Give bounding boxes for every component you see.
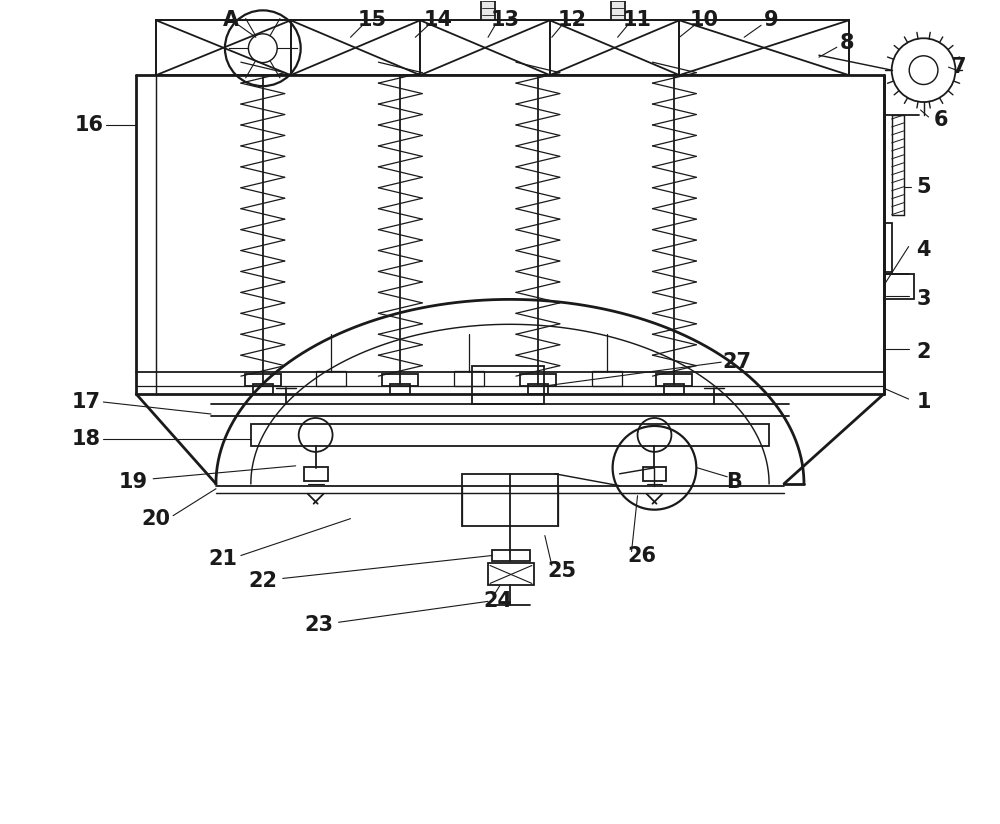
Text: 9: 9 xyxy=(764,11,778,30)
Text: 16: 16 xyxy=(75,115,104,135)
Text: 1: 1 xyxy=(916,392,931,412)
Text: 14: 14 xyxy=(424,11,453,30)
Bar xyxy=(462,474,558,526)
Bar xyxy=(316,371,346,386)
Text: 27: 27 xyxy=(723,352,752,372)
Text: 22: 22 xyxy=(248,571,277,592)
Bar xyxy=(245,374,281,386)
Bar xyxy=(492,550,530,561)
Text: 24: 24 xyxy=(484,592,513,611)
Text: 25: 25 xyxy=(547,561,576,582)
Text: 12: 12 xyxy=(557,11,586,30)
Bar xyxy=(884,222,892,273)
Text: 19: 19 xyxy=(119,472,148,492)
Text: 8: 8 xyxy=(840,33,854,54)
Text: 11: 11 xyxy=(623,11,652,30)
Bar xyxy=(390,384,410,394)
Text: 2: 2 xyxy=(916,342,931,363)
Text: 20: 20 xyxy=(142,508,171,529)
Text: 5: 5 xyxy=(916,177,931,197)
Text: 18: 18 xyxy=(72,429,101,449)
Text: 3: 3 xyxy=(916,289,931,309)
Bar xyxy=(304,467,328,480)
Text: 21: 21 xyxy=(208,549,237,569)
Bar xyxy=(251,424,769,446)
Text: 6: 6 xyxy=(933,110,948,130)
Text: A: A xyxy=(223,11,239,30)
Bar xyxy=(892,115,904,215)
Bar xyxy=(656,374,692,386)
Text: 23: 23 xyxy=(304,616,333,635)
Text: 4: 4 xyxy=(916,240,931,260)
Text: 17: 17 xyxy=(72,392,101,412)
Text: 10: 10 xyxy=(690,11,719,30)
Bar xyxy=(481,0,495,21)
Bar xyxy=(528,384,548,394)
Bar xyxy=(664,384,684,394)
Bar xyxy=(488,564,534,585)
Bar xyxy=(253,384,273,394)
Bar xyxy=(382,374,418,386)
Text: 13: 13 xyxy=(490,11,519,30)
Bar xyxy=(611,0,625,21)
Text: B: B xyxy=(726,472,742,492)
Text: 15: 15 xyxy=(358,11,387,30)
Text: 7: 7 xyxy=(951,57,966,77)
Bar xyxy=(520,374,556,386)
Bar xyxy=(884,274,914,299)
Bar xyxy=(472,366,544,404)
Bar xyxy=(592,371,622,386)
Text: 26: 26 xyxy=(627,545,656,565)
Bar xyxy=(643,467,666,480)
Bar xyxy=(454,371,484,386)
